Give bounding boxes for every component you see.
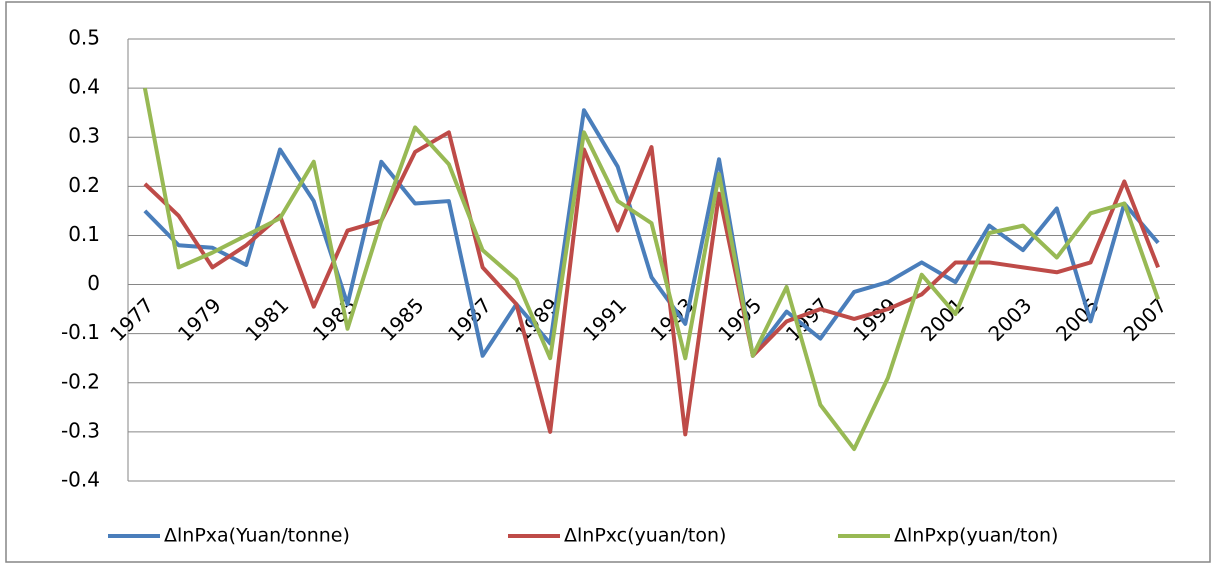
chart-frame bbox=[5, 1, 1211, 563]
legend-label: ΔlnPxc(yuan/ton) bbox=[564, 525, 726, 547]
y-tick-label: -0.2 bbox=[61, 369, 100, 393]
y-tick-label: 0.1 bbox=[68, 222, 100, 246]
legend-label: ΔlnPxa(Yuan/tonne) bbox=[164, 525, 350, 547]
y-tick-label: -0.3 bbox=[61, 418, 100, 442]
y-tick-label: 0.2 bbox=[68, 173, 100, 197]
series-line bbox=[143, 130, 1160, 437]
y-tick-label: 0.4 bbox=[68, 75, 100, 99]
legend-label: ΔlnPxp(yuan/ton) bbox=[894, 525, 1058, 547]
series-line bbox=[142, 87, 1160, 452]
series-line bbox=[143, 108, 1160, 358]
y-tick-label: 0.5 bbox=[68, 26, 100, 50]
y-tick-label: -0.1 bbox=[61, 320, 100, 344]
y-tick-label: 0 bbox=[87, 271, 100, 295]
y-tick-label: -0.4 bbox=[61, 468, 100, 492]
y-tick-label: 0.3 bbox=[68, 124, 100, 148]
